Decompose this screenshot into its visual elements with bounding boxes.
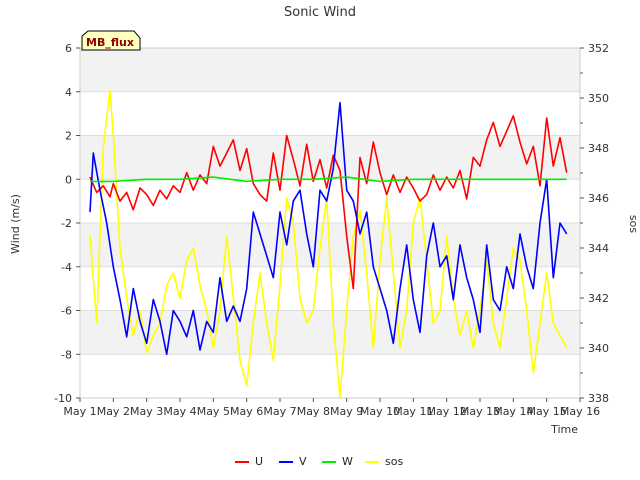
band--8 [80,310,580,355]
series-line-w [90,176,567,183]
legend-label-u: U [255,455,263,468]
y-tick-label: -10 [54,392,72,405]
x-tick-label: May 15 [527,405,567,418]
x-tick-label: May 14 [493,405,533,418]
y-axis-label: Wind (m/s) [9,194,22,254]
series-line-v [89,101,568,356]
x-tick-label: May 6 [230,405,263,418]
x-tick-label: May 16 [560,405,600,418]
legend-label-w: W [342,455,353,468]
chart-title: Sonic Wind [284,5,356,20]
x-axis-ticks: May 1 May 2 May 3 May 4 May 5 May 6 May 7 May 8… [63,398,600,418]
x-tick-label: May 8 [297,405,330,418]
x-tick-label: May 11 [393,405,433,418]
x-tick-label: May 4 [163,405,196,418]
y2-axis-label: sos [627,215,640,233]
legend-label-sos: sos [385,455,403,468]
plot-background-bands [80,48,580,398]
y2-tick-label: 342 [588,292,609,305]
mb-flux-badge: MB_flux [81,30,141,51]
y2-axis-ticks: 338 340 342 344 346 348 350 352 [580,42,609,405]
y-tick-label: 6 [65,42,72,55]
x-tick-label: May 12 [427,405,467,418]
y-tick-label: -4 [61,261,72,274]
legend-label-v: V [299,455,307,468]
x-axis-label: Time [550,423,578,436]
y2-tick-label: 346 [588,192,609,205]
band-2 [80,91,580,136]
y2-tick-label: 340 [588,342,609,355]
y2-tick-label: 350 [588,92,609,105]
series-line-u [89,115,568,290]
y-tick-label: 4 [65,86,72,99]
band--10 [80,354,580,398]
x-tick-label: May 5 [197,405,230,418]
x-tick-label: May 1 [63,405,96,418]
series-layer [89,89,568,399]
y-tick-label: -8 [61,348,72,361]
y-tick-label: -2 [61,217,72,230]
x-tick-label: May 2 [97,405,130,418]
y-tick-label: 2 [65,130,72,143]
x-tick-label: May 3 [130,405,163,418]
badge-label: MB_flux [86,36,134,49]
x-tick-label: May 10 [360,405,400,418]
band-4 [80,48,580,92]
y2-tick-label: 352 [588,42,609,55]
x-tick-label: May 9 [330,405,363,418]
y2-tick-label: 338 [588,392,609,405]
x-tick-label: May 13 [460,405,500,418]
y-tick-label: -6 [61,305,72,318]
y2-tick-label: 348 [588,142,609,155]
y-tick-label: 0 [65,173,72,186]
x-tick-label: May 7 [263,405,296,418]
y2-tick-label: 344 [588,242,609,255]
y-axis-ticks: -10 -8 -6 -4 -2 0 2 4 6 [54,42,80,405]
